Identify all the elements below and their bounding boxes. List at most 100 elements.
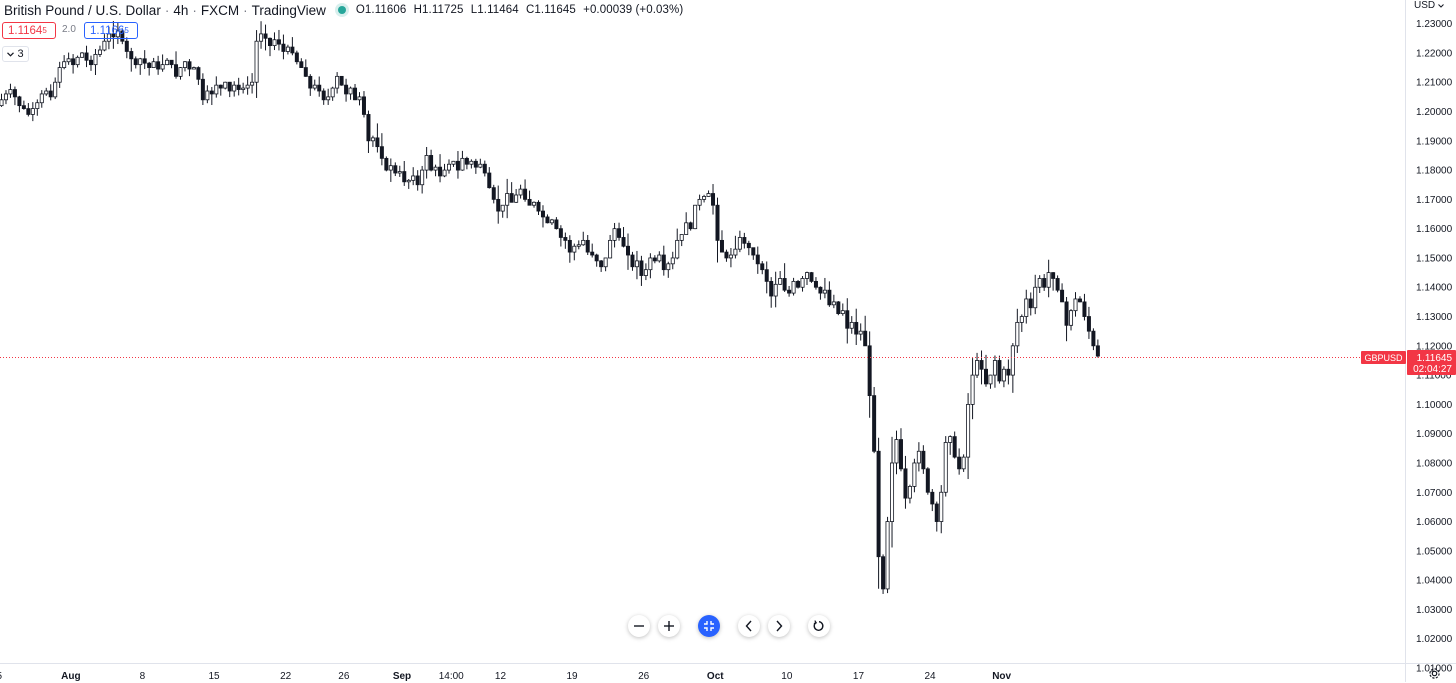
- candle-body: [545, 216, 550, 224]
- separator: ·: [164, 2, 170, 18]
- candle-body: [1091, 330, 1096, 347]
- zoom-out-button[interactable]: [628, 615, 650, 637]
- candle-body: [585, 239, 590, 253]
- candle-body: [746, 242, 751, 249]
- candle-body: [254, 40, 259, 83]
- currency-selector[interactable]: USD: [1414, 0, 1444, 11]
- scroll-left-button[interactable]: [738, 615, 760, 637]
- candle-body: [129, 51, 134, 60]
- candle-body: [943, 442, 948, 493]
- candle-body: [787, 289, 792, 294]
- candle-body: [858, 330, 863, 335]
- candle-body: [760, 263, 765, 271]
- candle-body: [791, 280, 796, 294]
- candle-body: [455, 160, 460, 171]
- candle-body: [599, 260, 604, 268]
- candle-body: [30, 108, 35, 115]
- candle-body: [1042, 278, 1047, 288]
- candle-body: [223, 81, 228, 89]
- separator: ·: [192, 2, 197, 18]
- open-value: O1.11606: [355, 4, 407, 16]
- candle-body: [693, 204, 698, 230]
- candle-body: [366, 114, 371, 142]
- time-tick-label: 15: [209, 671, 221, 682]
- candle-body: [1086, 316, 1091, 332]
- candle-body: [182, 61, 187, 68]
- candle-body: [849, 321, 854, 329]
- candle-body: [469, 160, 474, 165]
- candle-body: [805, 272, 810, 279]
- buy-price: 1.1166: [90, 24, 125, 37]
- candle-body: [1006, 368, 1011, 376]
- time-tick-label: 8: [140, 671, 146, 682]
- candle-body: [424, 155, 429, 171]
- candle-body: [402, 171, 407, 183]
- candle-body: [505, 193, 510, 206]
- scroll-right-icon: [776, 620, 783, 632]
- candle-body: [1082, 301, 1087, 317]
- interval[interactable]: 4h: [173, 2, 189, 18]
- chart-settings-button[interactable]: [1428, 667, 1441, 683]
- candle-body: [657, 254, 662, 262]
- candle-body: [317, 84, 322, 92]
- scroll-right-button[interactable]: [768, 615, 790, 637]
- price-tick-label: 1.01000: [1416, 664, 1453, 675]
- price-tick-label: 1.18000: [1416, 166, 1453, 177]
- candle-body: [702, 196, 707, 200]
- candle-body: [375, 137, 380, 148]
- indicators-toggle-button[interactable]: 3: [2, 46, 29, 62]
- current-price-label-bg: [1407, 350, 1456, 375]
- candle-body: [898, 439, 903, 470]
- candle-body: [21, 105, 26, 109]
- candle-body: [518, 188, 523, 196]
- candle-body: [147, 62, 152, 68]
- candle-body: [0, 99, 4, 107]
- chevron-down-icon: [7, 51, 15, 57]
- candle-body: [169, 59, 174, 66]
- scroll-left-icon: [745, 620, 752, 632]
- price-tick-label: 1.08000: [1416, 458, 1453, 469]
- candle-body: [831, 301, 836, 306]
- buy-button[interactable]: 1.1166 5: [84, 22, 138, 39]
- candle-body: [294, 52, 299, 63]
- candle-body: [979, 360, 984, 370]
- price-tick-label: 1.02000: [1416, 634, 1453, 645]
- symbol-name[interactable]: British Pound / U.S. Dollar: [4, 2, 161, 18]
- candle-body: [626, 245, 631, 256]
- zoom-in-button[interactable]: [658, 615, 680, 637]
- price-tick-label: 1.05000: [1416, 546, 1453, 557]
- candle-body: [35, 102, 40, 109]
- candle-body: [71, 58, 76, 66]
- candle-body: [975, 360, 980, 376]
- reset-scale-button[interactable]: [698, 615, 720, 637]
- candle-body: [648, 257, 653, 271]
- candle-body: [809, 272, 814, 282]
- candle-body: [106, 33, 111, 42]
- candle-body: [800, 278, 805, 288]
- candle-body: [719, 239, 724, 253]
- price-axis[interactable]: 1.23000 1.22000 1.21000 1.20000 1.19000 1.180…: [1416, 19, 1453, 674]
- candle-body: [411, 175, 416, 181]
- candle-body: [75, 56, 80, 66]
- candle-body: [845, 310, 850, 329]
- sell-button[interactable]: 1.1164 5: [2, 22, 56, 39]
- candle-body: [353, 87, 358, 101]
- price-tick-label: 1.21000: [1416, 78, 1453, 89]
- candle-body: [276, 39, 281, 45]
- market-status-icon[interactable]: [337, 6, 346, 14]
- candle-body: [330, 87, 335, 98]
- time-axis[interactable]: 5 Aug 8 15 22 26 Sep 14:00 12 19 26 Oct 10 17 24 Nov: [0, 671, 1012, 682]
- candle-body: [12, 89, 17, 98]
- price-tick-label: 1.14000: [1416, 283, 1453, 294]
- bar-countdown: 02:04:27: [1413, 364, 1452, 375]
- candle-body: [321, 90, 326, 101]
- reset-chart-button[interactable]: [808, 615, 830, 637]
- candle-body: [872, 395, 877, 452]
- candle-body: [1051, 272, 1056, 279]
- candle-body: [308, 75, 313, 89]
- candle-body: [890, 462, 895, 522]
- candle-body: [885, 521, 890, 590]
- candle-body: [554, 219, 559, 230]
- time-tick-label: 12: [495, 671, 507, 682]
